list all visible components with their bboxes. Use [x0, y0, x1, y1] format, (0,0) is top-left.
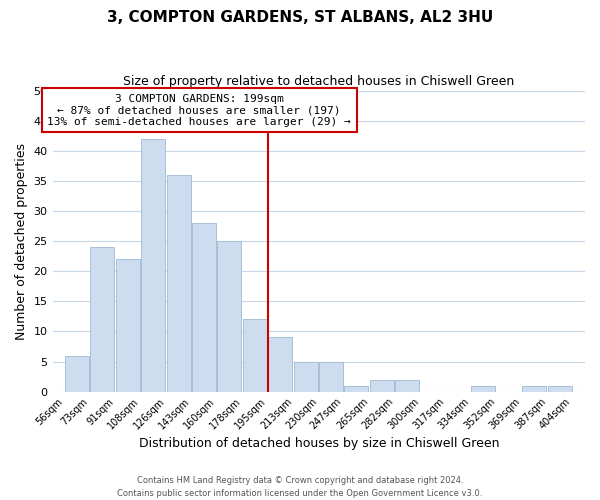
- Bar: [548, 386, 572, 392]
- Bar: [90, 247, 114, 392]
- Bar: [65, 356, 89, 392]
- Text: Contains HM Land Registry data © Crown copyright and database right 2024.
Contai: Contains HM Land Registry data © Crown c…: [118, 476, 482, 498]
- Bar: [295, 362, 319, 392]
- Text: 3, COMPTON GARDENS, ST ALBANS, AL2 3HU: 3, COMPTON GARDENS, ST ALBANS, AL2 3HU: [107, 10, 493, 25]
- Bar: [116, 259, 140, 392]
- X-axis label: Distribution of detached houses by size in Chiswell Green: Distribution of detached houses by size …: [139, 437, 499, 450]
- Text: 3 COMPTON GARDENS: 199sqm
← 87% of detached houses are smaller (197)
13% of semi: 3 COMPTON GARDENS: 199sqm ← 87% of detac…: [47, 94, 351, 127]
- Bar: [471, 386, 495, 392]
- Bar: [268, 338, 292, 392]
- Bar: [344, 386, 368, 392]
- Bar: [167, 175, 191, 392]
- Bar: [243, 320, 268, 392]
- Bar: [522, 386, 546, 392]
- Y-axis label: Number of detached properties: Number of detached properties: [15, 142, 28, 340]
- Bar: [319, 362, 343, 392]
- Bar: [192, 223, 216, 392]
- Bar: [370, 380, 394, 392]
- Bar: [395, 380, 419, 392]
- Title: Size of property relative to detached houses in Chiswell Green: Size of property relative to detached ho…: [123, 75, 514, 88]
- Bar: [217, 241, 241, 392]
- Bar: [141, 138, 165, 392]
